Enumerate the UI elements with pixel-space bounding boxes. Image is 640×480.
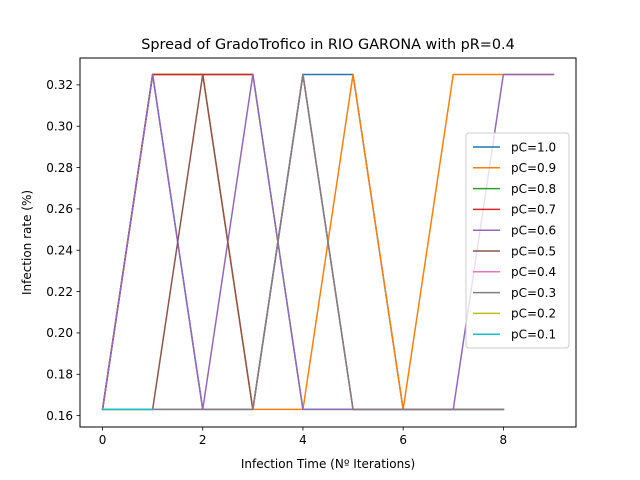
y-tick-label: 0.18 (46, 368, 73, 382)
x-axis-label: Infection Time (Nº Iterations) (241, 457, 415, 471)
legend-entry: pC=0.3 (511, 286, 556, 300)
x-tick-label: 2 (199, 433, 207, 447)
series-line-0 (101, 73, 505, 411)
x-tick-label: 8 (500, 433, 508, 447)
y-tick-label: 0.30 (46, 120, 73, 134)
legend-entry: pC=0.2 (511, 307, 556, 321)
chart-title: Spread of GradoTrofico in RIO GARONA wit… (141, 37, 514, 53)
legend-entry: pC=0.9 (511, 161, 556, 175)
y-tick-label: 0.16 (46, 409, 73, 423)
series-line-7 (101, 73, 505, 411)
x-axis: 0 2 4 6 8 (99, 427, 507, 447)
y-axis: 0.16 0.18 0.20 0.22 0.24 0.26 0.28 0.30 0.32 (46, 78, 80, 423)
series-line-5 (101, 73, 505, 411)
series-line-6 (101, 73, 505, 411)
y-tick-label: 0.24 (46, 244, 73, 258)
legend-entry: pC=0.6 (511, 224, 556, 238)
legend-entry: pC=0.8 (511, 182, 556, 196)
legend: pC=1.0 pC=0.9 pC=0.8 pC=0.7 pC=0.6 pC=0.5 pC=0… (465, 132, 570, 349)
legend-entry: pC=0.4 (511, 265, 556, 279)
plot-frame (79, 57, 577, 428)
x-tick-label: 4 (299, 433, 307, 447)
x-tick-label: 0 (99, 433, 107, 447)
y-axis-label: Infection rate (%) (20, 190, 34, 295)
y-tick-label: 0.26 (46, 202, 73, 216)
legend-entry: pC=0.5 (511, 244, 556, 258)
series-layer (101, 73, 555, 411)
legend-box (465, 132, 570, 349)
y-tick-label: 0.20 (46, 326, 73, 340)
legend-entry: pC=0.1 (511, 328, 556, 342)
legend-entry: pC=1.0 (511, 140, 556, 154)
y-tick-label: 0.22 (46, 285, 73, 299)
legend-entry: pC=0.7 (511, 203, 556, 217)
y-tick-label: 0.32 (46, 78, 73, 92)
y-tick-label: 0.28 (46, 161, 73, 175)
x-tick-label: 6 (399, 433, 407, 447)
series-line-2 (101, 73, 505, 411)
